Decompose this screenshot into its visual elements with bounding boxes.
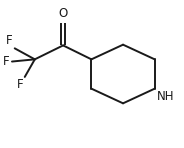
Text: F: F: [17, 78, 24, 91]
Text: F: F: [6, 34, 13, 47]
Text: O: O: [59, 7, 68, 20]
Text: F: F: [3, 55, 9, 68]
Text: NH: NH: [157, 90, 174, 103]
